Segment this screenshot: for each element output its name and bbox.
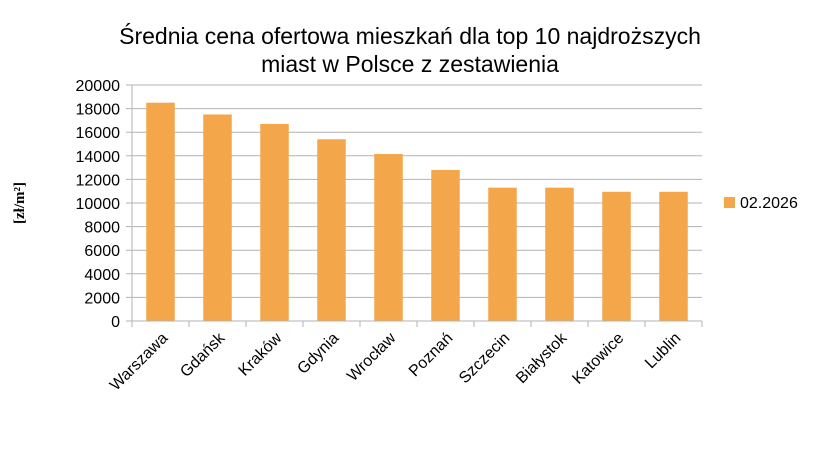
x-tick-label: Lublin: [642, 330, 684, 372]
bar: [602, 191, 631, 321]
y-tick-label: 10000: [76, 196, 121, 213]
y-tick-label: 12000: [76, 172, 121, 189]
bar: [203, 114, 232, 321]
chart-title: Średnia cena ofertowa mieszkań dla top 1…: [119, 23, 701, 77]
legend-swatch: [724, 197, 735, 208]
x-tick-label: Szczecin: [456, 330, 513, 387]
y-tick-label: 14000: [76, 149, 121, 166]
y-tick-label: 8000: [84, 220, 120, 237]
y-tick-label: 6000: [84, 243, 120, 260]
y-tick-label: 16000: [76, 125, 121, 142]
bar: [659, 191, 688, 321]
bar: [317, 139, 346, 321]
x-tick-label: Warszawa: [107, 330, 171, 394]
bar: [146, 102, 175, 321]
y-tick-label: 0: [111, 314, 120, 331]
bar: [260, 123, 289, 321]
bar: [431, 169, 460, 321]
y-tick-label: 18000: [76, 102, 121, 119]
legend-label: 02.2026: [740, 195, 798, 212]
y-tick-label: 4000: [84, 267, 120, 284]
x-tick-label: Gdynia: [294, 330, 342, 378]
bar: [374, 154, 403, 321]
y-tick-label: 20000: [76, 78, 121, 95]
x-tick-label: Wrocław: [344, 329, 400, 385]
bar: [488, 187, 517, 321]
x-tick-label: Kraków: [236, 329, 286, 379]
x-tick-label: Poznań: [406, 330, 456, 380]
bar: [545, 187, 574, 321]
x-tick-label: Gdańsk: [177, 329, 229, 381]
y-axis-label: [zł/m²]: [12, 182, 28, 224]
y-tick-label: 2000: [84, 290, 120, 307]
x-tick-label: Katowice: [569, 330, 627, 388]
x-tick-label: Białystok: [513, 329, 571, 387]
